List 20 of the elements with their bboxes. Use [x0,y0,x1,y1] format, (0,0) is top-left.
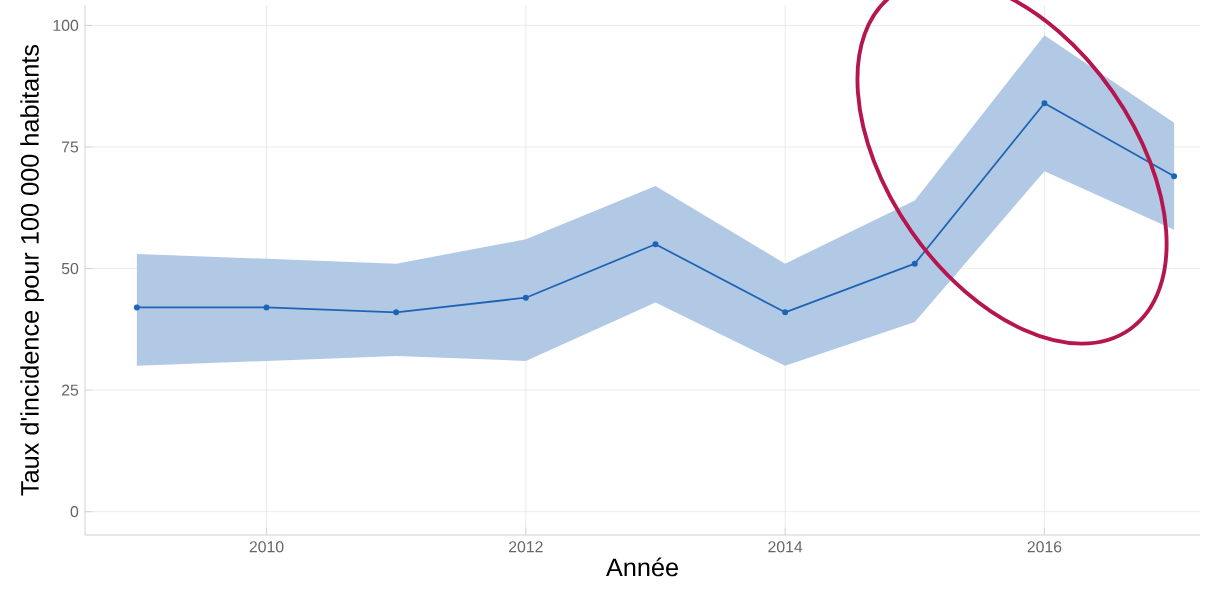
y-tick-label: 100 [53,19,79,32]
x-tick-label: 2012 [509,541,543,553]
x-axis-title: Année [605,557,678,577]
point [393,309,400,316]
y-tick-label: 75 [62,141,79,153]
point [522,294,529,301]
x-tick-label: 2014 [768,541,803,553]
y-tick-label: 25 [62,384,79,396]
y-tick-label: 50 [61,262,79,275]
point [1041,100,1048,107]
point [652,241,659,248]
x-tick-label: 2016 [1027,541,1062,553]
point [263,304,270,311]
point [133,304,140,311]
y-axis-title: Taux d'incidence pour 100 000 habitants [20,44,44,496]
point [782,309,789,316]
y-tick-label: 0 [70,506,79,518]
x-tick-label: 2010 [249,541,284,553]
point [911,260,918,267]
point [1171,173,1178,180]
